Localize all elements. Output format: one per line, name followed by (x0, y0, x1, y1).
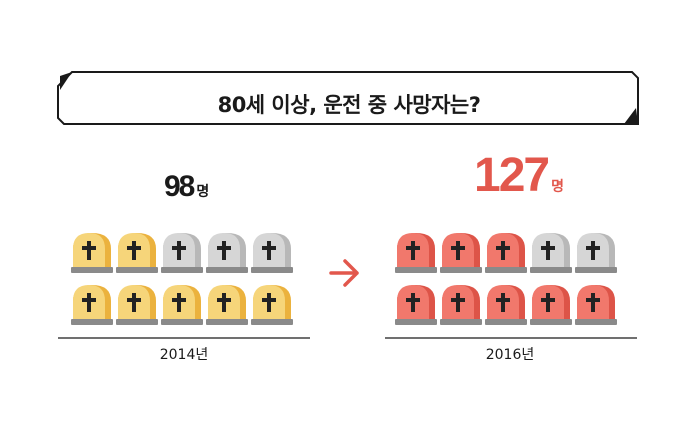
title-banner (57, 71, 639, 125)
page-title: 80세 이상, 운전 중 사망자는? (217, 93, 481, 117)
y2016-tombstone-icon (485, 285, 527, 325)
y2014-tombstone-icon (206, 285, 248, 325)
y2016-tombstone-icon (575, 233, 617, 273)
y2016-tombstone-icon (485, 233, 527, 273)
y2014-tombstone-icon (161, 233, 203, 273)
y2014-tombstone-icon (206, 233, 248, 273)
y2016-tombstone-icon (395, 285, 437, 325)
y2016-tombstone-icon (530, 233, 572, 273)
count-2016-value: 127 (474, 149, 550, 202)
y2014-tombstone-icon (161, 285, 203, 325)
arrow-right-icon (329, 259, 359, 287)
y2016-tombstone-icon (530, 285, 572, 325)
count-2016-unit: 명 (551, 178, 564, 194)
y2016-tombstone-icon (395, 233, 437, 273)
count-2014-value: 98 (164, 170, 195, 203)
year-2014: 2014년 (159, 347, 209, 363)
y2014-tombstone-icon (71, 285, 113, 325)
y2016-tombstone-icon (575, 285, 617, 325)
count-2016: 127 명 (474, 148, 564, 203)
y2014-tombstone-icon (251, 285, 293, 325)
year-2016: 2016년 (485, 347, 535, 363)
y2014-tombstone-icon (251, 233, 293, 273)
y2014-tombstone-icon (116, 285, 158, 325)
y2014-tombstone-icon (71, 233, 113, 273)
y2016-tombstone-icon (440, 285, 482, 325)
y2014-tombstone-icon (116, 233, 158, 273)
count-2014: 98 명 (164, 170, 209, 204)
y2016-tombstone-icon (440, 233, 482, 273)
count-2014-unit: 명 (196, 183, 210, 199)
